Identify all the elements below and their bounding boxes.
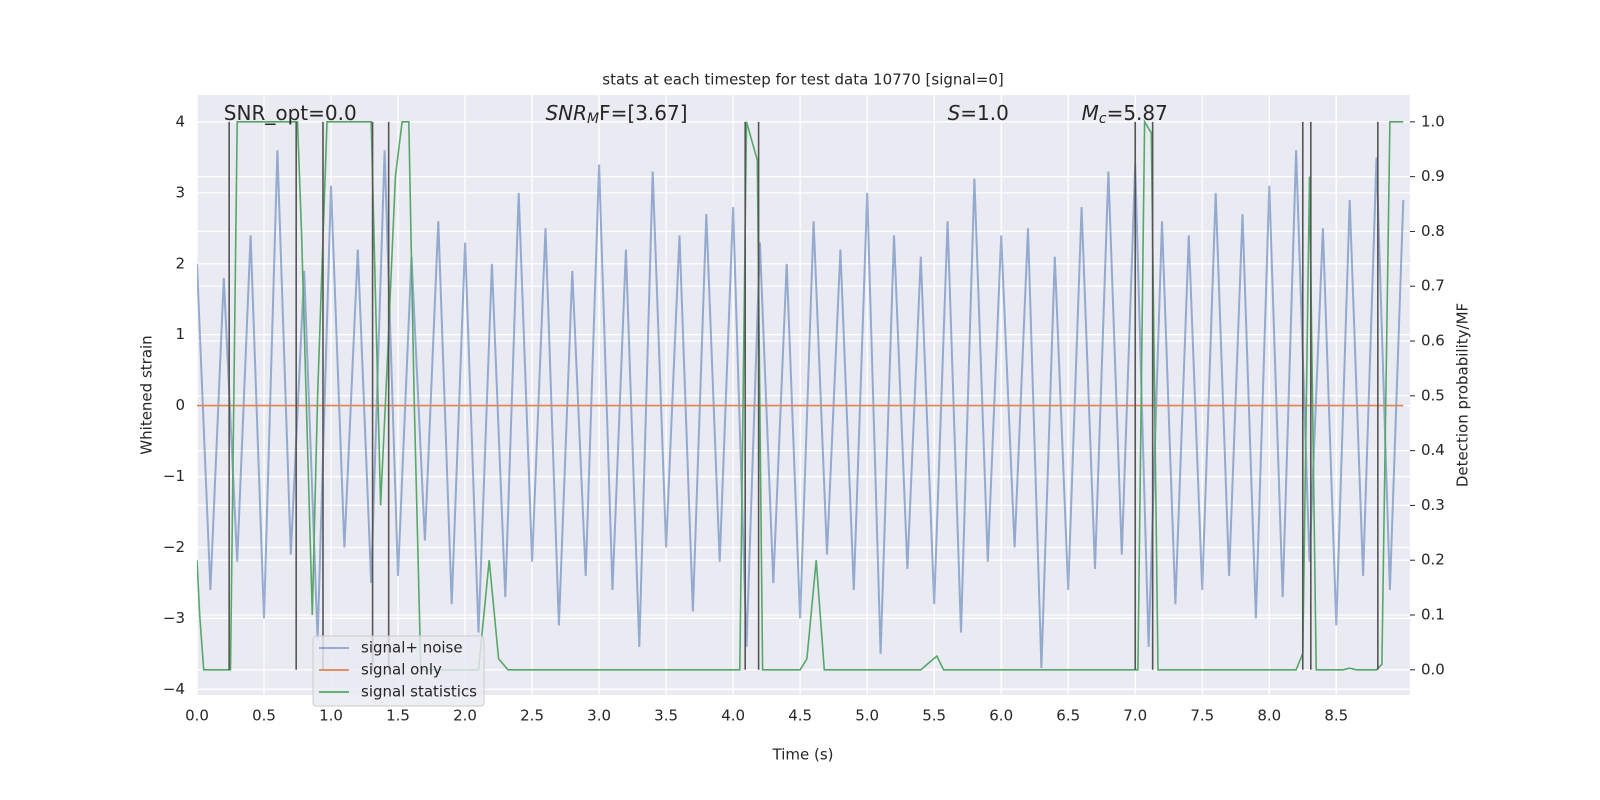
x-tick-label: 6.0 [989, 707, 1013, 725]
ticks: 0.0 0.5 1.0 1.5 2.0 2.5 3.0 3.5 4.0 4.5 5.0 5.5 6.0 6… [163, 101, 1445, 725]
annotation-sub: c [1099, 111, 1107, 127]
y2-tick-label: 0.5 [1421, 386, 1445, 404]
y2-tick-label: 0.2 [1421, 551, 1445, 569]
x-tick-label: 5.5 [922, 707, 946, 725]
y2-tick-label: 0.6 [1421, 332, 1445, 350]
plot-area [197, 95, 1410, 695]
x-tick-label: 3.5 [654, 707, 678, 725]
x-axis-label: Time (s) [772, 746, 834, 764]
marks [197, 119, 1405, 671]
x-tick-label: 0.0 [185, 707, 209, 725]
y-tick-label: −1 [163, 467, 185, 485]
annotation: S=1.0 [948, 101, 1009, 125]
legend-label: signal+ noise [361, 639, 463, 657]
x-tick-label: 4.5 [788, 707, 812, 725]
x-tick-label: 6.5 [1056, 707, 1080, 725]
x-tick-label: 7.0 [1123, 707, 1147, 725]
y2-axis-label: Detection probability/MF [1454, 303, 1472, 487]
annotation-base: SNR_opt=0.0 [224, 101, 357, 125]
series-line [197, 150, 1405, 669]
y2-tick-label: 0.1 [1421, 606, 1445, 624]
legend: signal+ noise signal only signal statistic… [312, 635, 485, 707]
y-tick-label: −2 [163, 538, 185, 556]
x-tick-label: 0.5 [252, 707, 276, 725]
annotation-sub: M [587, 111, 599, 127]
y2-tick-label: 0.3 [1421, 496, 1445, 514]
x-tick-label: 7.5 [1190, 707, 1214, 725]
legend-label: signal statistics [361, 683, 477, 701]
y-axis-label: Whitened strain [138, 335, 156, 454]
annotation: Mc=5.87 [1082, 101, 1168, 128]
annotation-base: M [1082, 101, 1099, 125]
chart-title: stats at each timestep for test data 107… [602, 71, 1003, 89]
x-tick-label: 1.5 [386, 707, 410, 725]
x-tick-label: 8.5 [1324, 707, 1348, 725]
series-line [197, 119, 1404, 671]
y-tick-label: 2 [175, 254, 185, 272]
y2-tick-label: 0.7 [1421, 277, 1445, 295]
annotation-base: SNR [545, 101, 587, 125]
x-tick-label: 8.0 [1257, 707, 1281, 725]
annotation-rest: =5.87 [1107, 101, 1168, 125]
y2-tick-label: 1.0 [1421, 112, 1445, 130]
y-tick-label: 3 [175, 183, 185, 201]
y-tick-label: 0 [175, 396, 185, 414]
y2-tick-label: 0.0 [1421, 660, 1445, 678]
x-tick-label: 2.5 [520, 707, 544, 725]
y2-tick-label: 0.8 [1421, 222, 1445, 240]
x-tick-label: 4.0 [721, 707, 745, 725]
annotation-rest: F=[3.67] [599, 101, 687, 125]
y2-tick-label: 0.4 [1421, 441, 1445, 459]
annotation-rest: =1.0 [960, 101, 1009, 125]
x-tick-label: 5.0 [855, 707, 879, 725]
x-tick-label: 3.0 [587, 707, 611, 725]
y-tick-label: 4 [175, 112, 185, 130]
annotation: SNR_opt=0.0 [224, 101, 357, 125]
y-tick-label: 1 [175, 325, 185, 343]
annotation-base: S [948, 101, 961, 125]
annotation: SNRMF=[3.67] [545, 101, 687, 128]
y-tick-label: −4 [163, 680, 185, 698]
x-tick-label: 2.0 [453, 707, 477, 725]
x-tick-label: 1.0 [319, 707, 343, 725]
y-tick-label: −3 [163, 609, 185, 627]
legend-box [312, 635, 485, 707]
legend-label: signal only [361, 661, 442, 679]
y2-tick-label: 0.9 [1421, 167, 1445, 185]
